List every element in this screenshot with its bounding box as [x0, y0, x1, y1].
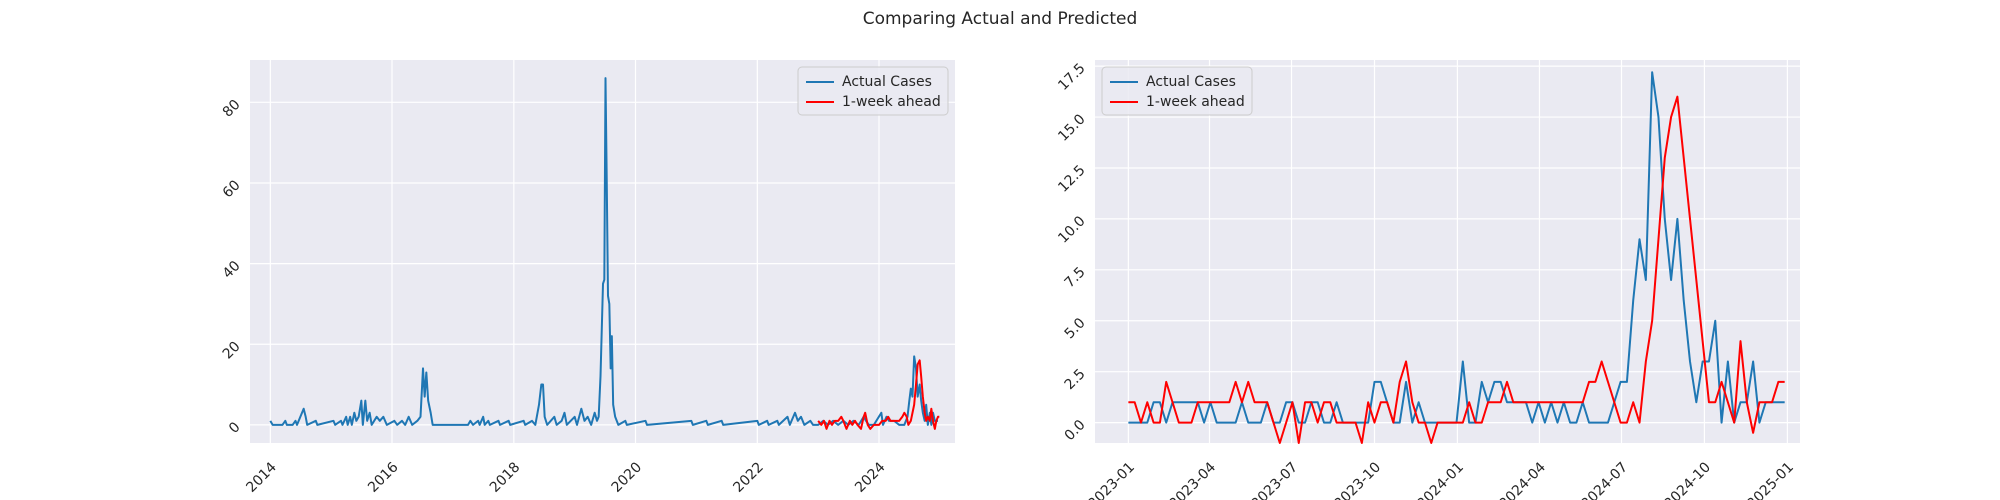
y-tick-label: 60: [220, 177, 244, 201]
series-line-predicted: [1128, 95, 1785, 444]
x-tick-label: 2024-07: [1578, 459, 1631, 500]
x-tick-label: 2024-01: [1414, 459, 1467, 500]
legend-box: [797, 66, 949, 116]
y-tick-label: 80: [220, 97, 244, 121]
plot-area: [250, 60, 955, 443]
plot-area: [1095, 60, 1800, 443]
y-tick-label: 0: [226, 419, 244, 437]
y-tick-label: 0.0: [1062, 417, 1089, 444]
x-tick-label: 2023-10: [1331, 459, 1384, 500]
y-tick-label: 2.5: [1062, 366, 1089, 393]
legend-entry: Actual Cases: [842, 74, 932, 90]
legend: Actual Cases 1-week ahead: [1101, 66, 1253, 116]
legend-entry: 1-week ahead: [1146, 94, 1245, 110]
figure-title: Comparing Actual and Predicted: [863, 9, 1138, 29]
y-tick-label: 12.5: [1055, 162, 1088, 195]
chart-left: 2014 2016 2018 2020 2022 2024 0 20 40 60 80 Actual …: [220, 60, 955, 496]
legend: Actual Cases 1-week ahead: [797, 66, 949, 116]
legend-entry: Actual Cases: [1146, 74, 1236, 90]
legend-box: [1101, 66, 1253, 116]
y-tick-label: 5.0: [1062, 315, 1089, 342]
x-tick-label: 2024-04: [1496, 459, 1549, 500]
x-tick-label: 2024-10: [1661, 459, 1714, 500]
x-tick-label: 2022: [730, 459, 767, 496]
x-tick-label: 2020: [609, 459, 646, 496]
x-tick-label: 2025-01: [1744, 459, 1797, 500]
y-tick-label: 17.5: [1055, 60, 1088, 93]
y-tick-label: 7.5: [1062, 264, 1089, 291]
legend-entry: 1-week ahead: [842, 94, 941, 110]
x-tick-label: 2023-04: [1166, 459, 1219, 500]
y-tick-label: 10.0: [1055, 213, 1088, 246]
x-tick-label: 2023-01: [1085, 459, 1138, 500]
x-tick-label: 2018: [487, 459, 524, 496]
x-tick-label: 2023-07: [1248, 459, 1301, 500]
x-tick-label: 2024: [852, 459, 889, 496]
y-tick-label: 15.0: [1055, 111, 1088, 144]
series-line-predicted: [817, 359, 940, 430]
chart-right: 2023-01 2023-04 2023-07 2023-10 2024-01 2024-…: [1055, 60, 1800, 500]
y-tick-label: 20: [220, 339, 244, 363]
y-tick-label: 40: [220, 258, 244, 282]
x-tick-label: 2016: [365, 459, 402, 496]
x-tick-label: 2014: [243, 459, 280, 496]
